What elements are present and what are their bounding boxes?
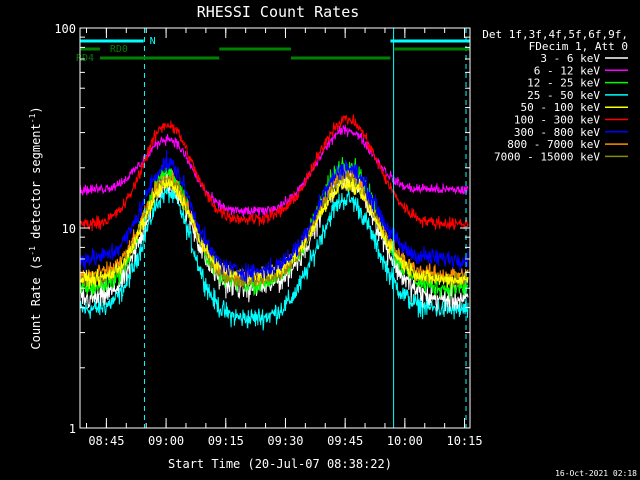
legend-header-0: Det 1f,3f,4f,5f,6f,9f, bbox=[482, 28, 628, 41]
y-tick-label-0: 1 bbox=[69, 422, 76, 436]
legend-label-5: 100 - 300 keV bbox=[514, 114, 600, 127]
y-axis-label-sup2: -1 bbox=[28, 113, 37, 123]
legend-label-8: 7000 - 15000 keV bbox=[494, 150, 600, 163]
legend-label-2: 12 - 25 keV bbox=[527, 77, 600, 90]
legend-label-3: 25 - 50 keV bbox=[527, 89, 600, 102]
series-line-6 bbox=[79, 150, 469, 284]
legend-label-1: 6 - 12 keV bbox=[534, 64, 601, 77]
series-line-3 bbox=[79, 183, 469, 331]
x-tick-label-3: 09:30 bbox=[267, 434, 303, 448]
legend-label-0: 3 - 6 keV bbox=[540, 52, 600, 65]
x-tick-label-4: 09:45 bbox=[327, 434, 363, 448]
x-tick-label-2: 09:15 bbox=[208, 434, 244, 448]
y-axis-label-close: ) bbox=[29, 106, 43, 113]
flag-label-N: N bbox=[150, 36, 156, 47]
y-axis-label-sup: -1 bbox=[28, 246, 37, 256]
timestamp: 16-Oct-2021 02:18 bbox=[555, 469, 637, 478]
chart-title: RHESSI Count Rates bbox=[197, 3, 360, 21]
x-axis-label: Start Time (20-Jul-07 08:38:22) bbox=[168, 457, 392, 471]
legend-label-7: 800 - 7000 keV bbox=[507, 138, 600, 151]
legend-label-4: 50 - 100 keV bbox=[521, 101, 601, 114]
flag-label-RD0: RD0 bbox=[110, 44, 128, 55]
x-tick-label-0: 08:45 bbox=[88, 434, 124, 448]
legend-label-6: 300 - 800 keV bbox=[514, 126, 600, 139]
y-tick-label-1: 10 bbox=[62, 222, 76, 236]
y-axis-label-end: detector segment bbox=[29, 123, 43, 246]
legend-header-1: FDecim 1, Att 0 bbox=[529, 40, 628, 53]
legend: Det 1f,3f,4f,5f,6f,9f,FDecim 1, Att 03 -… bbox=[482, 28, 628, 163]
plot-area: N RD0 RD4 bbox=[76, 28, 470, 428]
y-axis-label: Count Rate (s-1 detector segment-1) bbox=[28, 106, 43, 349]
x-tick-label-6: 10:15 bbox=[446, 434, 482, 448]
x-tick-label-1: 09:00 bbox=[148, 434, 184, 448]
flag-label-RD4: RD4 bbox=[76, 53, 94, 64]
x-tick-label-5: 10:00 bbox=[387, 434, 423, 448]
y-axis-label-main: Count Rate (s bbox=[29, 256, 43, 350]
axes: 1 10 100 08:45 09:00 09:15 09:30 09:45 10:00 10:1… bbox=[54, 22, 482, 448]
y-tick-label-2: 100 bbox=[54, 22, 76, 36]
